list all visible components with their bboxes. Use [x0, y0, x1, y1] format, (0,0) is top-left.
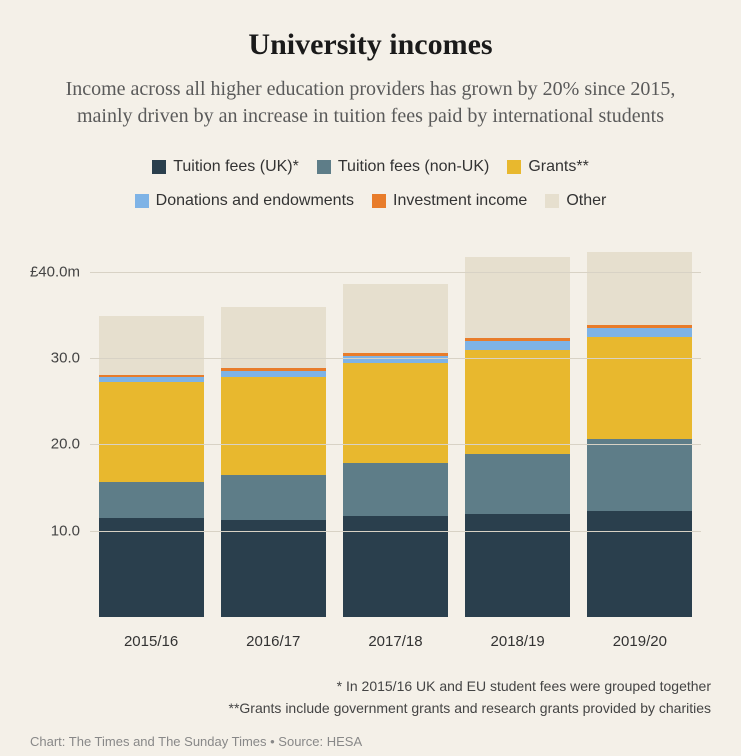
- bar-segment: [465, 514, 570, 618]
- chart-legend: Tuition fees (UK)* Tuition fees (non-UK) G…: [30, 152, 711, 219]
- bar-segment: [99, 316, 204, 375]
- legend-label: Grants**: [528, 152, 588, 182]
- x-axis-label: 2016/17: [221, 633, 326, 650]
- bar-segment: [221, 520, 326, 618]
- bar-segment: [587, 328, 692, 337]
- bar: [465, 257, 570, 617]
- x-axis-label: 2015/16: [99, 633, 204, 650]
- chart-plot-area: 10.020.030.0£40.0m: [90, 237, 701, 617]
- bar-segment: [343, 284, 448, 353]
- x-axis-label: 2018/19: [465, 633, 570, 650]
- y-axis-label: 10.0: [51, 522, 90, 539]
- bar-segment: [465, 257, 570, 338]
- bar-segment: [465, 341, 570, 351]
- bar-segment: [343, 463, 448, 516]
- footnote-1: * In 2015/16 UK and EU student fees were…: [30, 676, 711, 698]
- chart-bars: [90, 237, 701, 617]
- x-axis-label: 2019/20: [587, 633, 692, 650]
- legend-item: Donations and endowments: [135, 186, 354, 216]
- y-axis-label: 30.0: [51, 350, 90, 367]
- bar-segment: [99, 482, 204, 518]
- legend-label: Other: [566, 186, 606, 216]
- footnote-2: **Grants include government grants and r…: [30, 698, 711, 720]
- bar: [343, 284, 448, 617]
- bar-segment: [221, 475, 326, 520]
- chart-source: Chart: The Times and The Sunday Times • …: [30, 734, 711, 749]
- bar-segment: [587, 439, 692, 511]
- legend-swatch: [317, 160, 331, 174]
- chart-title: University incomes: [30, 28, 711, 62]
- y-axis-label: 20.0: [51, 436, 90, 453]
- legend-item: Tuition fees (non-UK): [317, 152, 489, 182]
- legend-swatch: [152, 160, 166, 174]
- gridline: [90, 444, 701, 445]
- legend-label: Donations and endowments: [156, 186, 354, 216]
- bar-segment: [587, 337, 692, 440]
- legend-swatch: [135, 194, 149, 208]
- legend-label: Tuition fees (non-UK): [338, 152, 489, 182]
- bar-segment: [343, 356, 448, 364]
- chart-x-axis: 2015/16 2016/17 2017/18 2018/19 2019/20: [90, 623, 701, 650]
- legend-item: Investment income: [372, 186, 527, 216]
- bar: [587, 252, 692, 617]
- legend-swatch: [545, 194, 559, 208]
- gridline: [90, 531, 701, 532]
- legend-item: Other: [545, 186, 606, 216]
- chart-subtitle: Income across all higher education provi…: [51, 76, 691, 130]
- x-axis-label: 2017/18: [343, 633, 448, 650]
- legend-swatch: [507, 160, 521, 174]
- bar-segment: [99, 382, 204, 481]
- bar-segment: [465, 350, 570, 454]
- bar-segment: [587, 511, 692, 617]
- bar-segment: [221, 377, 326, 475]
- bar-segment: [343, 363, 448, 463]
- bar-segment: [99, 518, 204, 617]
- bar-segment: [587, 252, 692, 325]
- bar: [221, 307, 326, 617]
- legend-label: Investment income: [393, 186, 527, 216]
- chart-footnotes: * In 2015/16 UK and EU student fees were…: [30, 676, 711, 719]
- gridline: [90, 358, 701, 359]
- y-axis-label: £40.0m: [30, 263, 90, 280]
- legend-swatch: [372, 194, 386, 208]
- bar-segment: [465, 454, 570, 514]
- legend-item: Grants**: [507, 152, 588, 182]
- bar-segment: [221, 307, 326, 368]
- legend-label: Tuition fees (UK)*: [173, 152, 299, 182]
- legend-item: Tuition fees (UK)*: [152, 152, 299, 182]
- gridline: [90, 272, 701, 273]
- bar: [99, 316, 204, 617]
